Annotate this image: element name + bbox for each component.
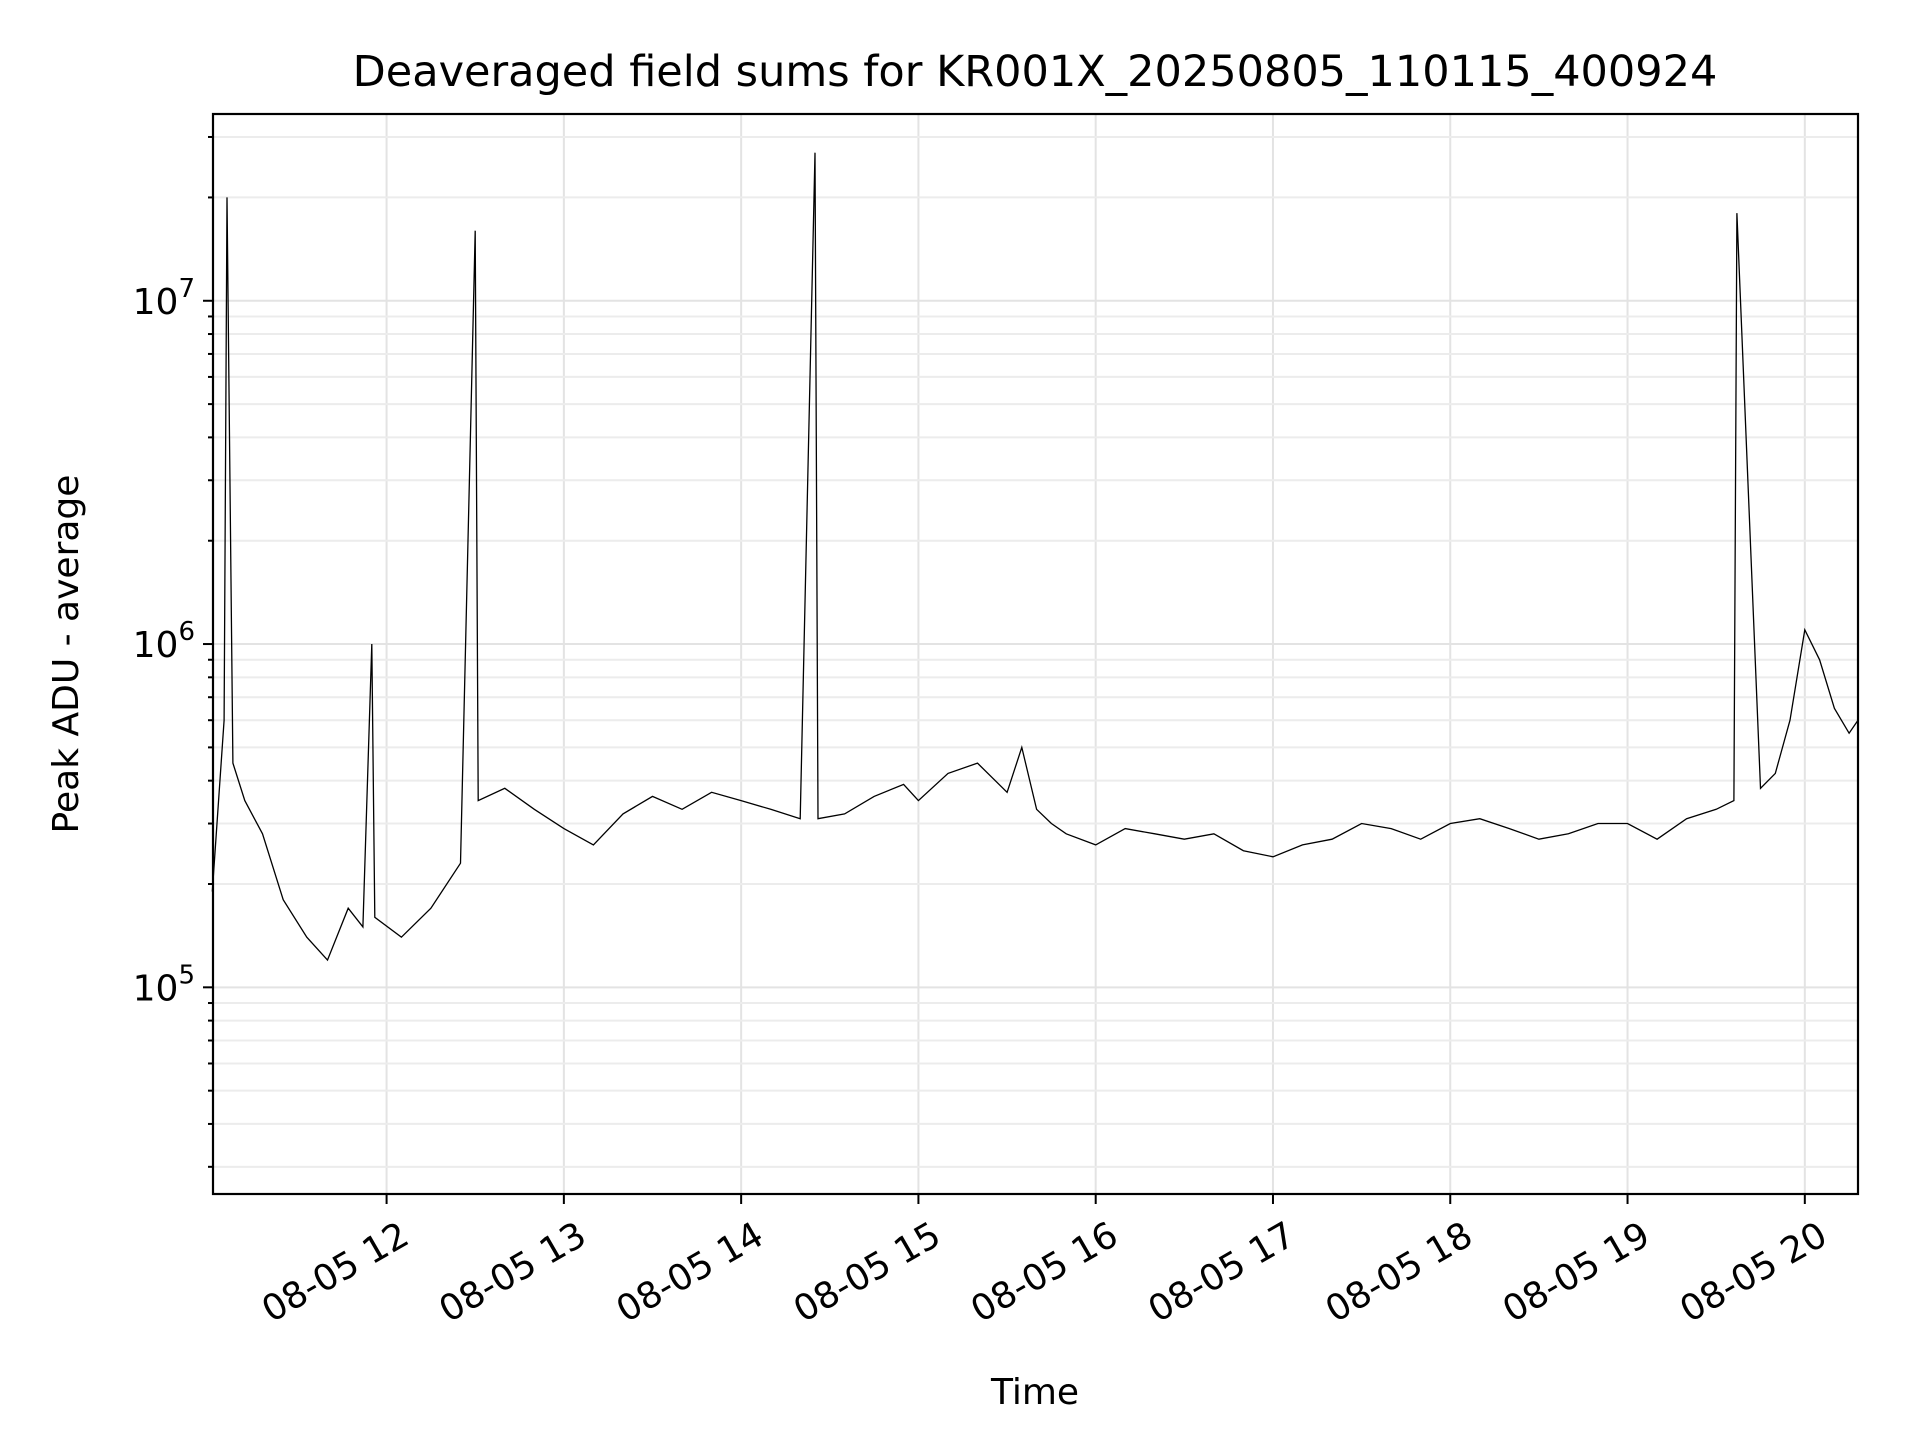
y-tick-label: 107 xyxy=(133,274,195,323)
chart-title: Deaveraged field sums for KR001X_2025080… xyxy=(353,47,1718,97)
y-axis: 105 106 107 xyxy=(133,135,213,1168)
series-line-1 xyxy=(211,152,1859,962)
x-axis-label: Time xyxy=(990,1372,1079,1413)
y-tick-label: 105 xyxy=(133,960,195,1009)
grid xyxy=(213,114,1858,1194)
y-axis-label: Peak ADU - average xyxy=(46,475,87,834)
series-layer xyxy=(211,152,1859,962)
y-tick-label: 106 xyxy=(133,617,195,666)
plot-frame xyxy=(211,112,1860,1196)
